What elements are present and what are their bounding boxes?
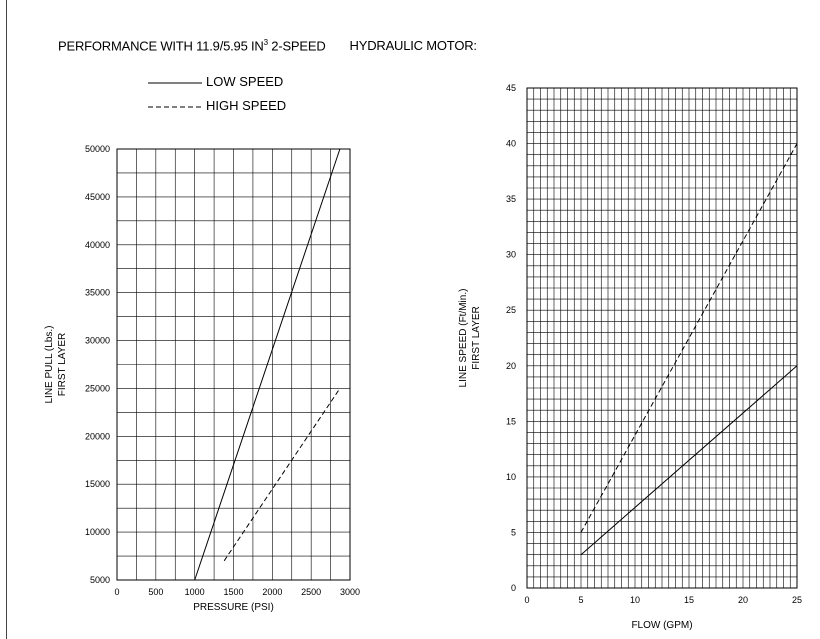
figure-frame [6,0,818,639]
x-axis-label: PRESSURE (PSI) [193,602,274,613]
x-tick-label: 500 [148,587,163,597]
legend-dashed-line-icon [148,106,202,108]
series-line-low-speed [194,148,341,581]
y-axis-label-sub: FIRST LAYER [471,306,482,370]
x-axis-label: FLOW (GPM) [631,620,692,631]
x-tick-label: 2000 [262,587,282,597]
y-tick-label: 20 [506,361,516,371]
title-superscript: 3 [263,38,268,47]
x-tick-label: 25 [792,595,802,605]
chart-title: PERFORMANCE WITH 11.9/5.95 IN3 2-SPEED HY… [58,38,477,53]
y-tick-label: 50000 [85,144,110,154]
y-tick-label: 45 [506,83,516,93]
x-tick-label: 3000 [340,587,360,597]
y-tick-label: 15000 [85,479,110,489]
y-tick-label: 5 [511,527,516,537]
x-tick-label: 10 [630,595,640,605]
plot-area-border [526,87,798,589]
y-tick-label: 30 [506,250,516,260]
x-tick-label: 5 [578,595,583,605]
x-tick-label: 15 [684,595,694,605]
title-rest: 2-SPEED [267,38,326,54]
chart-1: 0 500 1000 1500 2000 2500 3000 5000 10000 15000 20… [44,144,360,613]
y-tick-label: 40 [506,139,516,149]
grid [116,148,351,581]
y-tick-label: 30000 [85,336,110,346]
plot-area-border [116,148,351,581]
grid [526,87,798,589]
y-tick-label: 10000 [85,527,110,537]
x-tick-label: 1500 [223,587,243,597]
y-tick-label: 0 [511,583,516,593]
series-line-high-speed [580,143,798,533]
y-tick-label: 25 [506,305,516,315]
series-line-low-speed [580,365,798,556]
y-axis-label: LINE SPEED (Ft/Min.) [458,289,469,388]
legend-label-high-speed: HIGH SPEED [206,98,287,113]
y-tick-label: 10 [506,472,516,482]
legend-label-low-speed: LOW SPEED [206,74,284,89]
x-tick-label: 0 [114,587,119,597]
y-tick-label: 35 [506,194,516,204]
series-line-high-speed [223,388,341,562]
x-tick-label: 2500 [301,587,321,597]
title-tail: HYDRAULIC MOTOR: [349,38,477,54]
y-axis-label-sub: FIRST LAYER [57,333,68,397]
y-tick-label: 5000 [90,575,110,585]
y-tick-label: 40000 [85,240,110,250]
y-tick-label: 15 [506,416,516,426]
legend-solid-line-icon [148,82,202,84]
x-tick-label: 20 [738,595,748,605]
y-tick-label: 25000 [85,383,110,393]
x-tick-label: 1000 [185,587,205,597]
y-axis-label: LINE PULL (Lbs.) [44,326,55,404]
title-main: PERFORMANCE WITH 11.9/5.95 IN [58,38,264,54]
y-tick-label: 20000 [85,431,110,441]
chart-2: 0 5 10 15 20 25 0 5 10 15 20 25 30 35 40 45 LINE SPEED (… [458,83,802,631]
x-tick-label: 0 [524,595,529,605]
y-tick-label: 35000 [85,288,110,298]
y-tick-label: 45000 [85,192,110,202]
